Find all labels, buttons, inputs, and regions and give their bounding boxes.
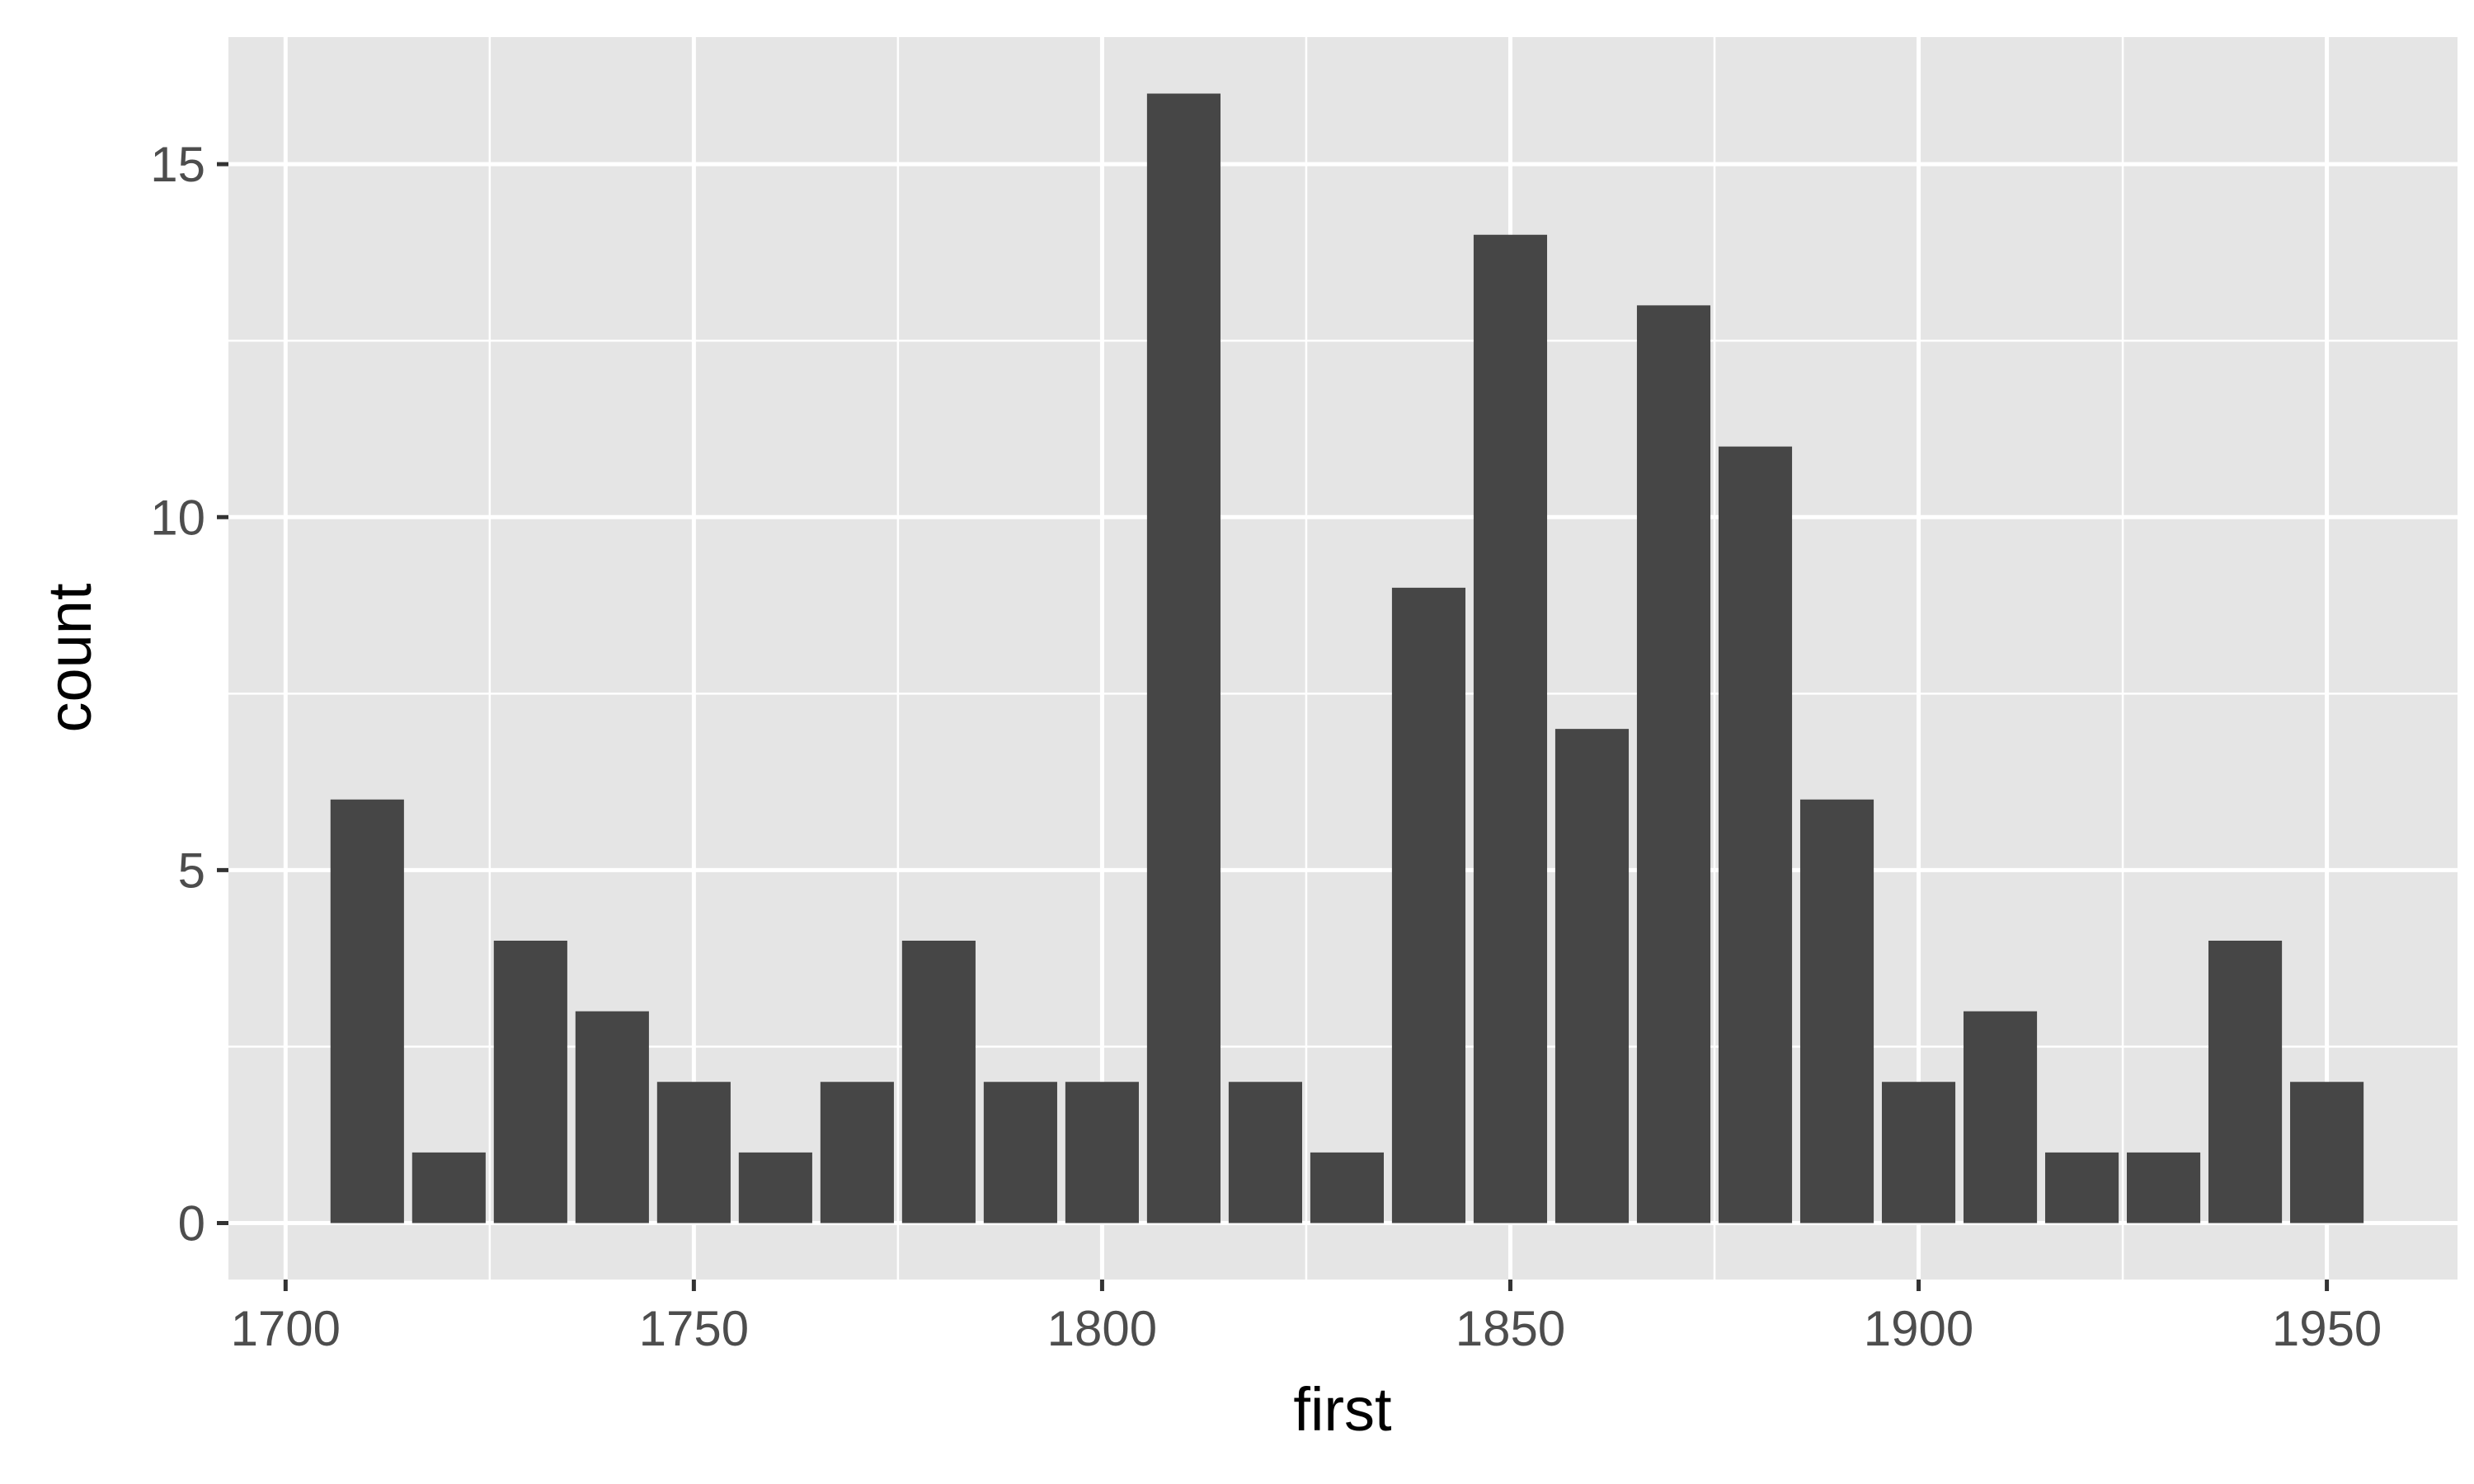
bar (1473, 234, 1548, 1223)
y-axis-title: count (35, 583, 104, 732)
bar (1881, 1082, 1956, 1223)
minor-gridlines (228, 37, 2458, 1280)
y-tick-label: 0 (178, 1196, 205, 1252)
bar (1799, 799, 1874, 1223)
x-tick-label: 1700 (231, 1301, 341, 1356)
bar (493, 941, 567, 1223)
bar (1963, 1011, 2038, 1223)
bar (738, 1152, 812, 1223)
bar (2127, 1152, 2201, 1223)
bar (1554, 729, 1630, 1223)
bar (1718, 446, 1793, 1223)
bar (330, 799, 404, 1223)
bar (2044, 1152, 2119, 1223)
x-axis-ticks: 1700 1750 1800 1850 1900 1950 (231, 1280, 2382, 1356)
bar (820, 1082, 894, 1223)
bar (2208, 941, 2283, 1223)
bar (1228, 1082, 1302, 1223)
bars (330, 93, 2364, 1223)
x-tick-label: 1750 (639, 1301, 749, 1356)
x-axis-title: first (1293, 1375, 1392, 1444)
y-tick-label: 15 (150, 137, 205, 192)
x-tick-label: 1850 (1456, 1301, 1565, 1356)
bar (1146, 93, 1221, 1223)
bar (2290, 1082, 2364, 1223)
bar (1065, 1082, 1139, 1223)
x-tick-label: 1900 (1864, 1301, 1973, 1356)
bar (901, 941, 976, 1223)
bar (656, 1082, 731, 1223)
y-axis-ticks: 0 5 10 15 (150, 137, 228, 1252)
x-tick-label: 1800 (1047, 1301, 1157, 1356)
x-tick-label: 1950 (2272, 1301, 2382, 1356)
bar (1310, 1152, 1385, 1223)
y-tick-label: 10 (150, 490, 205, 545)
bar (575, 1011, 649, 1223)
bar (1636, 305, 1711, 1223)
y-tick-label: 5 (178, 843, 205, 898)
bar (412, 1152, 486, 1223)
bar (1391, 587, 1466, 1223)
bar (983, 1082, 1057, 1223)
